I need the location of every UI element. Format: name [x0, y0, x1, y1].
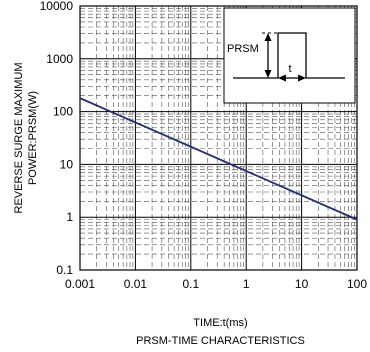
inset-box	[223, 7, 356, 104]
series-layer	[79, 97, 358, 221]
series-line-0	[79, 97, 358, 221]
x-tick-label: 1	[243, 277, 250, 291]
x-tick-label: 100	[347, 277, 367, 291]
y-tick-labels: 0.1 1 10 100 1000 10000	[40, 0, 74, 277]
y-tick-label: 10000	[40, 0, 74, 13]
y-tick-label: 100	[53, 105, 73, 119]
x-tick-label: 0.01	[124, 277, 148, 291]
x-axis-label: TIME:t(ms)	[193, 317, 247, 329]
x-tick-labels: 0.001 0.01 0.1 1 10 100	[65, 277, 367, 291]
y-axis-label-line2: POWER:PRSM(W)	[27, 91, 39, 185]
inset-t-label: t	[288, 63, 291, 75]
y-tick-label: 1000	[46, 52, 73, 66]
y-axis-label-line1: REVERSE SURGE MAXIMUM	[13, 63, 25, 214]
inset-prsm-label: PRSM	[227, 43, 259, 55]
inset-time-arrowheads	[278, 74, 306, 82]
x-tick-label: 10	[295, 277, 309, 291]
x-tick-label: 0.1	[182, 277, 199, 291]
y-tick-label: 0.1	[56, 263, 73, 277]
chart-title: PRSM-TIME CHARACTERISTICS	[136, 335, 305, 347]
pulse-inset: PRSM t	[223, 7, 356, 104]
y-tick-label: 10	[60, 157, 74, 171]
y-tick-label: 1	[66, 210, 73, 224]
x-tick-label: 0.001	[65, 277, 95, 291]
inset-pulse-shape	[233, 32, 345, 79]
plot-border	[79, 5, 358, 271]
